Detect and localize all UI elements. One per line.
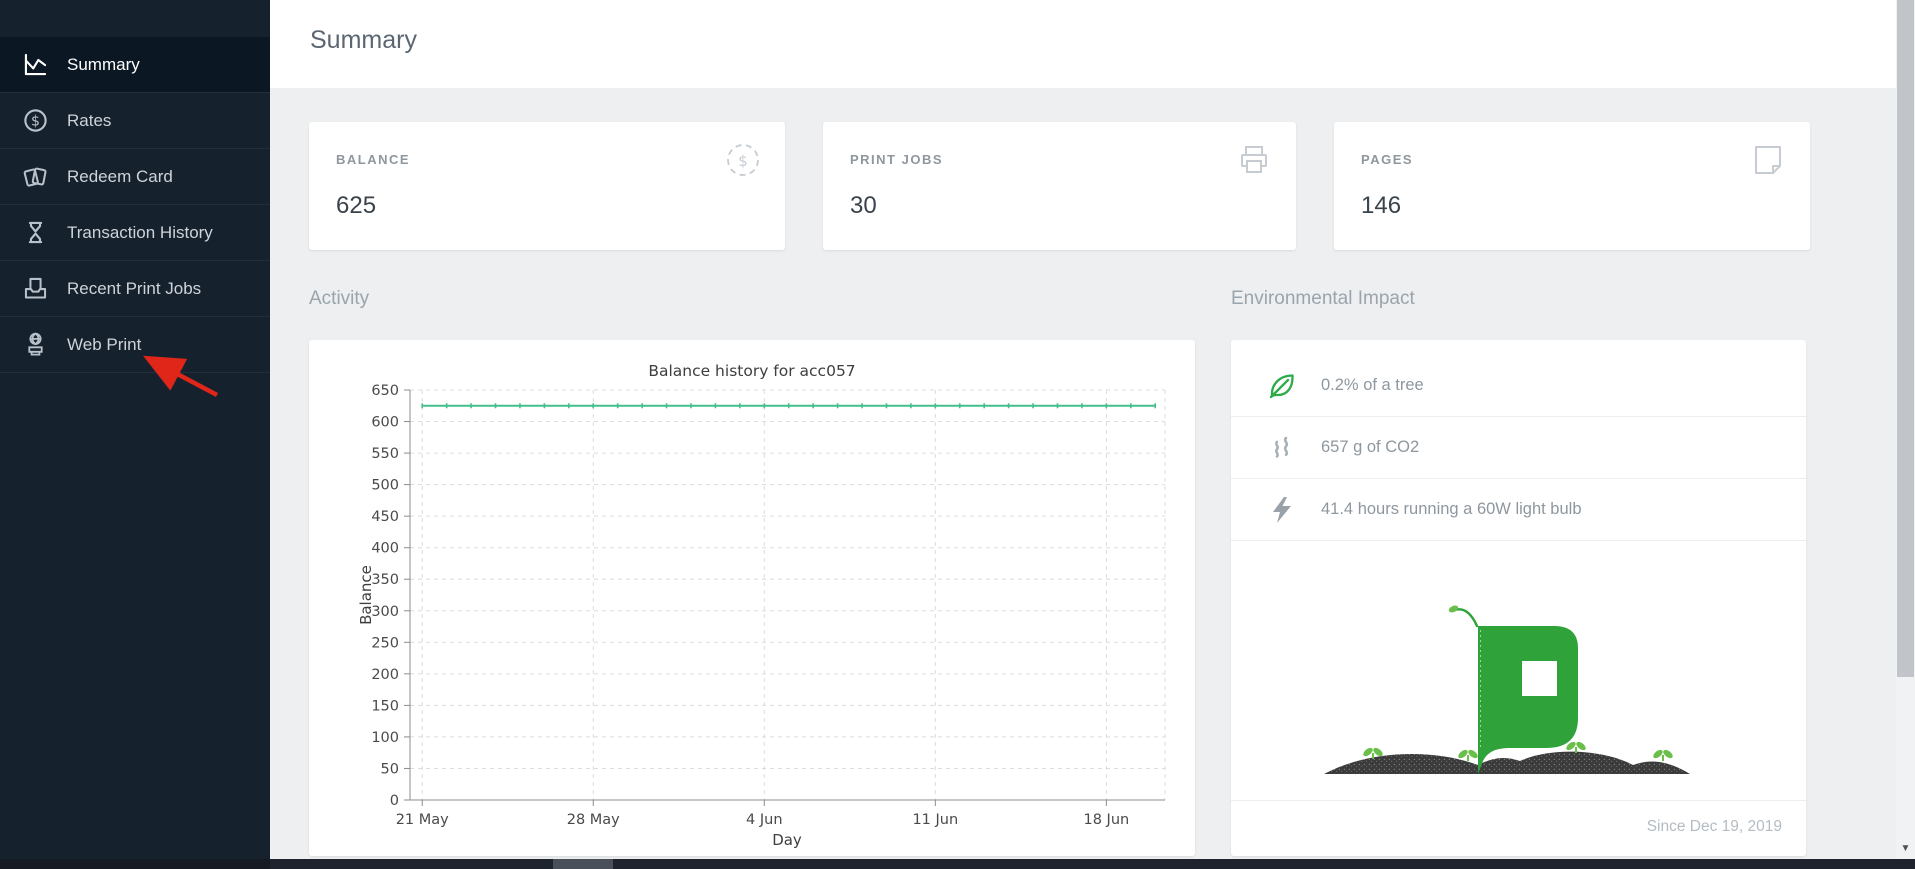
sidebar-item-rates[interactable]: $ Rates [0,93,270,149]
chart-xlabel: Day [772,831,802,849]
env-row-text: 657 g of CO2 [1321,438,1420,456]
svg-text:28 May: 28 May [567,812,620,828]
sidebar-item-web-print[interactable]: Web Print [0,317,270,373]
svg-text:650: 650 [371,383,399,399]
sidebar-item-transaction-history[interactable]: Transaction History [0,205,270,261]
svg-text:11 Jun: 11 Jun [912,812,958,828]
globe-printer-icon [22,331,49,358]
inbox-document-icon [22,275,49,302]
sidebar-item-label: Rates [67,110,112,130]
pages-card: PAGES 146 [1334,122,1810,250]
environmental-impact-card: 0.2% of a tree 657 g of CO2 41.4 hours r… [1231,340,1806,856]
sidebar: Summary $ Rates Redeem Card [0,0,270,869]
svg-text:100: 100 [371,730,399,746]
print-jobs-card: PRINT JOBS 30 [823,122,1296,250]
vertical-scrollbar[interactable]: ▼ [1896,0,1915,859]
pages-value: 146 [1361,192,1402,219]
balance-value: 625 [336,192,377,219]
dollar-circle-icon: $ [22,107,49,134]
sidebar-item-recent-print-jobs[interactable]: Recent Print Jobs [0,261,270,317]
leaf-icon [1267,371,1297,401]
sprouts [1363,741,1673,761]
env-row-energy: 41.4 hours running a 60W light bulb [1231,479,1806,541]
sidebar-item-summary[interactable]: Summary [0,37,270,93]
cards-icon [22,163,49,190]
env-row-text: 41.4 hours running a 60W light bulb [1321,500,1582,518]
activity-heading: Activity [309,288,370,309]
line-chart-icon [22,51,49,78]
bottom-bar-left-segment [0,859,270,869]
svg-text:150: 150 [371,698,399,714]
hourglass-icon [22,219,49,246]
balance-label: BALANCE [336,152,411,167]
print-jobs-label: PRINT JOBS [850,152,944,167]
sidebar-item-label: Summary [67,54,140,74]
chart-ylabel: Balance [357,565,375,625]
svg-text:0: 0 [390,793,399,809]
sidebar-item-label: Recent Print Jobs [67,278,202,298]
printer-icon [1236,142,1272,178]
svg-text:350: 350 [371,572,399,588]
soil-mound [1324,751,1690,774]
balance-card: BALANCE 625 $ [309,122,785,250]
pages-label: PAGES [1361,152,1414,167]
svg-text:250: 250 [371,635,399,651]
svg-text:300: 300 [371,604,399,620]
svg-text:4 Jun: 4 Jun [746,812,783,828]
svg-text:450: 450 [371,509,399,525]
svg-text:550: 550 [371,446,399,462]
svg-text:500: 500 [371,478,399,494]
env-row-tree: 0.2% of a tree [1231,355,1806,417]
env-row-text: 0.2% of a tree [1321,376,1424,394]
bolt-icon [1267,495,1297,525]
svg-text:50: 50 [381,761,399,777]
sidebar-nav: Summary $ Rates Redeem Card [0,37,270,373]
hscrollbar-thumb[interactable] [553,859,613,869]
environmental-heading: Environmental Impact [1231,288,1415,309]
papercut-p-logo [1448,605,1578,774]
scrollbar-thumb[interactable] [1897,0,1914,677]
svg-text:200: 200 [371,667,399,683]
horizontal-scrollbar[interactable] [0,859,1915,869]
svg-text:600: 600 [371,415,399,431]
svg-text:$: $ [738,152,748,170]
svg-text:$: $ [31,114,40,130]
svg-text:400: 400 [371,541,399,557]
print-jobs-value: 30 [850,192,877,219]
plant-illustration [1318,598,1718,784]
sidebar-item-label: Transaction History [67,222,213,242]
header-bar: Summary [270,0,1896,88]
page-icon [1750,142,1786,178]
co2-icon [1267,433,1297,463]
since-date: Since Dec 19, 2019 [1646,818,1782,835]
scroll-down-arrow-icon[interactable]: ▼ [1900,843,1911,854]
svg-text:18 Jun: 18 Jun [1083,812,1129,828]
sidebar-item-redeem-card[interactable]: Redeem Card [0,149,270,205]
activity-chart-card: Balance history for acc057 Day Balance 0… [309,340,1195,856]
env-row-co2: 657 g of CO2 [1231,417,1806,479]
balance-history-chart: Balance history for acc057 Day Balance 0… [357,362,1166,849]
svg-text:21 May: 21 May [396,812,449,828]
env-divider [1231,800,1806,801]
dashed-coin-icon: $ [725,142,761,178]
chart-title: Balance history for acc057 [648,362,855,380]
page-title: Summary [310,26,417,54]
sidebar-item-label: Web Print [67,334,142,354]
sidebar-item-label: Redeem Card [67,166,173,186]
